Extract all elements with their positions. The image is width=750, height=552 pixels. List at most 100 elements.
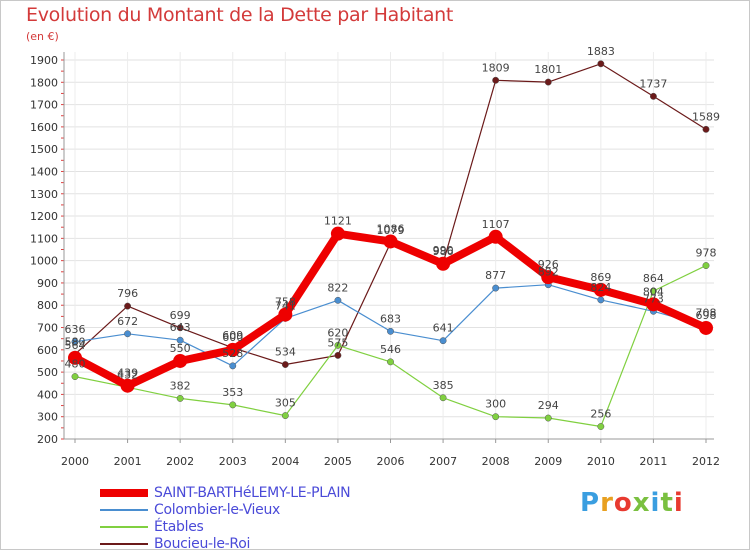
- data-point: [71, 373, 79, 381]
- data-label: 382: [170, 379, 191, 392]
- data-point: [436, 256, 451, 271]
- data-label: 699: [170, 309, 191, 322]
- data-label: 534: [275, 346, 296, 359]
- brand-logo: Proxiti: [580, 488, 684, 518]
- data-label: 600: [222, 331, 243, 344]
- data-label: 990: [433, 244, 454, 257]
- data-point: [387, 327, 394, 335]
- data-label: 1079: [377, 224, 405, 237]
- y-tick-label: 800: [37, 299, 58, 312]
- data-label: 636: [65, 323, 86, 336]
- y-tick-label: 600: [37, 344, 58, 357]
- data-point: [334, 351, 342, 359]
- y-tick-label: 1800: [30, 76, 58, 89]
- y-tick-label: 200: [37, 433, 58, 446]
- data-label: 353: [222, 386, 243, 399]
- data-label: 385: [433, 379, 454, 392]
- data-point: [229, 362, 237, 370]
- x-tick-label: 2002: [166, 455, 194, 468]
- data-label: 550: [170, 342, 191, 355]
- legend-item: Colombier-le-Vieux: [100, 501, 350, 518]
- data-label: 305: [275, 397, 296, 410]
- data-label: 1121: [324, 215, 352, 228]
- data-label: 824: [590, 281, 611, 294]
- data-point: [281, 412, 289, 420]
- data-point: [439, 394, 447, 402]
- data-label: 758: [275, 296, 296, 309]
- data-label: 1589: [692, 110, 720, 123]
- data-point: [593, 282, 608, 297]
- data-point: [68, 350, 82, 365]
- x-tick-label: 2005: [324, 455, 352, 468]
- data-point: [124, 330, 132, 338]
- data-point: [387, 358, 394, 366]
- data-label: 683: [380, 312, 401, 325]
- data-label: 926: [538, 258, 559, 271]
- data-label: 564: [65, 339, 86, 352]
- data-point: [488, 229, 503, 244]
- data-point: [597, 60, 605, 68]
- data-point: [120, 378, 135, 393]
- y-tick-label: 1900: [30, 54, 58, 67]
- legend-swatch: [100, 488, 148, 497]
- data-label: 643: [170, 321, 191, 334]
- data-label: 439: [117, 367, 138, 380]
- data-point: [649, 287, 657, 295]
- data-label: 256: [590, 408, 611, 421]
- x-tick-label: 2010: [587, 455, 615, 468]
- data-label: 300: [485, 398, 506, 411]
- data-label: 708: [696, 307, 717, 320]
- y-tick-label: 400: [37, 388, 58, 401]
- data-label: 978: [696, 247, 717, 260]
- data-point: [71, 338, 79, 346]
- data-label: 773: [643, 292, 664, 305]
- data-label: 741: [275, 299, 296, 312]
- data-point: [544, 78, 552, 86]
- y-tick-label: 1200: [30, 210, 58, 223]
- data-point: [173, 353, 188, 368]
- data-point: [176, 324, 184, 332]
- y-tick-label: 1600: [30, 121, 58, 134]
- data-point: [702, 262, 710, 270]
- y-tick-label: 1100: [30, 232, 58, 245]
- x-tick-label: 2006: [377, 455, 405, 468]
- data-point: [699, 320, 713, 335]
- data-label: 1107: [482, 218, 510, 231]
- data-point: [334, 296, 342, 304]
- data-label: 877: [485, 269, 506, 282]
- data-point: [176, 336, 184, 344]
- legend: SAINT-BARTHéLEMY-LE-PLAIN Colombier-le-Vi…: [100, 484, 351, 552]
- data-label: 580: [65, 335, 86, 348]
- data-point: [646, 297, 661, 312]
- y-tick-label: 500: [37, 366, 58, 379]
- data-point: [281, 361, 289, 368]
- x-tick-label: 2001: [114, 455, 142, 468]
- data-label: 294: [538, 399, 559, 412]
- data-label: 1086: [377, 222, 405, 235]
- data-label: 480: [65, 358, 86, 371]
- data-point: [124, 302, 132, 310]
- y-tick-label: 1300: [30, 188, 58, 201]
- chart-unit: (en €): [26, 30, 59, 43]
- data-point: [541, 270, 556, 285]
- y-tick-label: 1400: [30, 165, 58, 178]
- data-label: 546: [380, 343, 401, 356]
- legend-swatch: [100, 542, 148, 545]
- legend-label: Boucieu-le-Roi: [154, 535, 251, 552]
- data-label: 609: [222, 329, 243, 342]
- data-point: [383, 234, 398, 249]
- data-label: 892: [538, 266, 559, 279]
- x-tick-label: 2011: [639, 455, 667, 468]
- data-point: [702, 125, 710, 133]
- data-label: 822: [327, 281, 348, 294]
- legend-item: SAINT-BARTHéLEMY-LE-PLAIN: [100, 484, 351, 501]
- x-tick-label: 2008: [482, 455, 510, 468]
- data-point: [492, 413, 500, 421]
- data-label: 528: [222, 347, 243, 360]
- legend-item: Étables: [100, 518, 350, 535]
- data-label: 804: [643, 285, 664, 298]
- data-label: 796: [117, 287, 138, 300]
- data-label: 432: [117, 368, 138, 381]
- data-label: 986: [433, 245, 454, 258]
